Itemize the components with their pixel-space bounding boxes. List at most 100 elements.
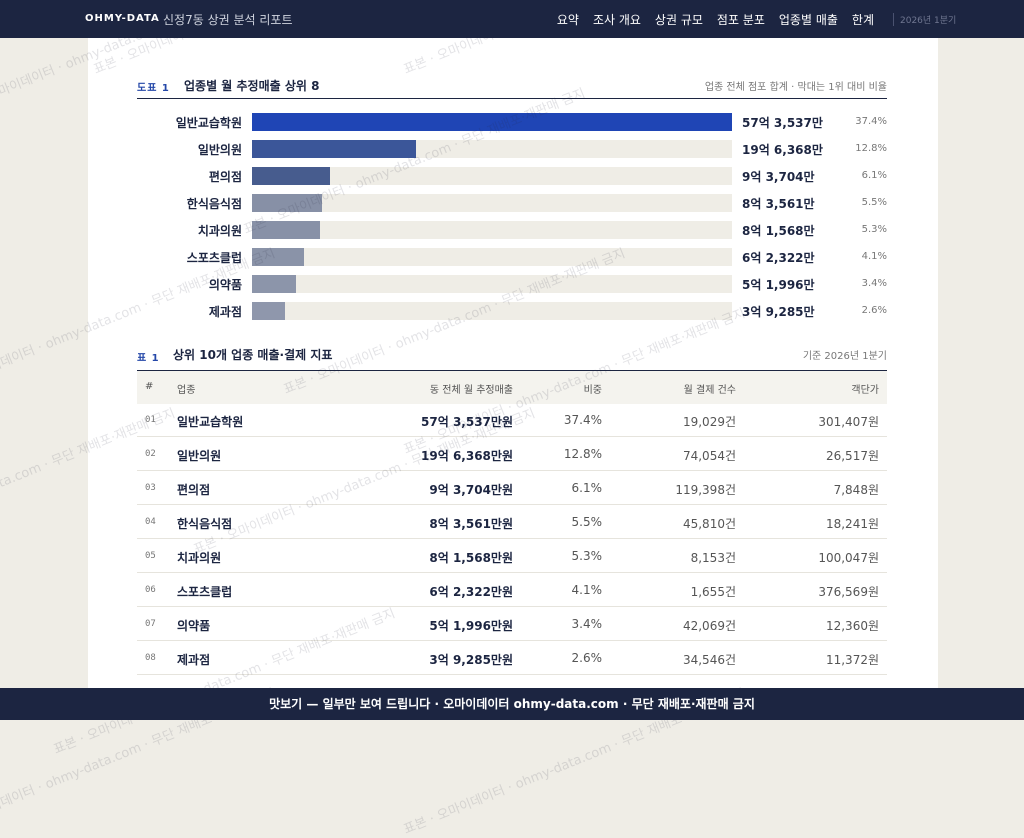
table-cell: 03: [145, 483, 156, 493]
table-cell: 1,655건: [690, 585, 736, 599]
bar-label: 일반교습학원: [175, 116, 242, 130]
value-label: 3억 9,285만: [742, 305, 815, 319]
value-label: 9억 3,704만: [742, 170, 815, 184]
table-cell: 8억 1,568만원: [429, 551, 513, 565]
table-cell: 06: [145, 585, 156, 595]
table-cell: 9억 3,704만원: [429, 483, 513, 497]
table-cell: 37.4%: [563, 413, 602, 427]
value-label: 57억 3,537만: [742, 116, 823, 130]
table-note: 기준 2026년 1분기: [802, 351, 887, 362]
nav-link[interactable]: 업종별 매출: [778, 13, 838, 27]
nav-link[interactable]: 조사 개요: [592, 13, 641, 27]
table-cell: 07: [145, 619, 156, 629]
table-cell: 2.6%: [571, 651, 603, 665]
bar: [252, 167, 331, 185]
value-label: 8억 1,568만: [742, 224, 815, 238]
table-cell: 100,047원: [818, 551, 879, 565]
column-header: 업종: [177, 385, 196, 396]
period: 2026년 1분기: [893, 13, 956, 26]
table-cell: 8억 3,561만원: [429, 517, 513, 531]
bar: [252, 140, 417, 158]
share-label: 5.5%: [861, 197, 887, 208]
bar-track: [252, 275, 732, 293]
table-cell: 376,569원: [818, 585, 879, 599]
table-cell: 스포츠클럽: [177, 585, 233, 599]
table-cell: 5.5%: [571, 515, 603, 529]
report-title: 신정7동 상권 분석 리포트: [163, 13, 293, 27]
table-cell: 45,810건: [682, 517, 736, 531]
bar-label: 일반의원: [197, 143, 242, 157]
table-cell: 01: [145, 415, 156, 425]
share-label: 5.3%: [861, 224, 887, 235]
table-cell: 치과의원: [177, 551, 222, 565]
bar-label: 치과의원: [197, 224, 242, 238]
column-header: #: [145, 381, 154, 392]
table-cell: 08: [145, 653, 156, 663]
table-cell: 119,398건: [675, 483, 736, 497]
share-label: 37.4%: [855, 116, 887, 127]
figure-number: 도표 1: [137, 83, 170, 94]
share-label: 2.6%: [861, 305, 887, 316]
bar: [252, 275, 296, 293]
bar-label: 편의점: [208, 170, 242, 184]
table-cell: 05: [145, 551, 156, 561]
value-label: 6억 2,322만: [742, 251, 815, 265]
table-cell: 12,360원: [825, 619, 879, 633]
table-cell: 3.4%: [571, 617, 603, 631]
bar-track: [252, 194, 732, 212]
nav-link[interactable]: 요약: [556, 13, 579, 27]
table-cell: 02: [145, 449, 156, 459]
nav: 요약 조사 개요 상권 규모 점포 분포 업종별 매출 한계: [543, 11, 874, 28]
table-cell: 19억 6,368만원: [421, 449, 513, 463]
bar: [252, 248, 305, 266]
table-cell: 34,546건: [682, 653, 736, 667]
row-rule: [137, 538, 887, 539]
table-cell: 11,372원: [825, 653, 879, 667]
table-cell: 제과점: [177, 653, 211, 667]
row-rule: [137, 436, 887, 437]
table-cell: 74,054건: [682, 449, 736, 463]
column-header: 동 전체 월 추정매출: [429, 385, 513, 396]
bar: [252, 113, 732, 131]
table-cell: 7,848원: [833, 483, 879, 497]
row-rule: [137, 606, 887, 607]
table-cell: 26,517원: [825, 449, 879, 463]
share-label: 6.1%: [861, 170, 887, 181]
nav-link[interactable]: 상권 규모: [654, 13, 703, 27]
value-label: 19억 6,368만: [742, 143, 823, 157]
nav-link[interactable]: 점포 분포: [716, 13, 765, 27]
table-cell: 57억 3,537만원: [421, 415, 513, 429]
table-cell: 3억 9,285만원: [429, 653, 513, 667]
row-rule: [137, 504, 887, 505]
table-cell: 18,241원: [825, 517, 879, 531]
column-header: 객단가: [851, 385, 879, 396]
bar: [252, 302, 285, 320]
figure-caption: 업종별 월 추정매출 상위 8: [184, 79, 320, 93]
row-rule: [137, 640, 887, 641]
bar-track: [252, 167, 732, 185]
share-label: 12.8%: [855, 143, 887, 154]
table-cell: 04: [145, 517, 156, 527]
figure-note: 업종 전체 점포 합계 · 막대는 1위 대비 비율: [704, 82, 887, 93]
bar: [252, 221, 321, 239]
column-header: 월 결제 건수: [683, 385, 736, 396]
table-cell: 5.3%: [571, 549, 603, 563]
nav-link[interactable]: 한계: [851, 13, 874, 27]
value-label: 8억 3,561만: [742, 197, 815, 211]
bar-label: 제과점: [208, 305, 242, 319]
table-caption: 상위 10개 업종 매출·결제 지표: [173, 348, 333, 362]
brand[interactable]: OHMY-DATA: [85, 13, 160, 24]
table-cell: 5억 1,996만원: [429, 619, 513, 633]
table-cell: 4.1%: [571, 583, 603, 597]
bar-label: 한식음식점: [186, 197, 242, 211]
value-label: 5억 1,996만: [742, 278, 815, 292]
share-label: 3.4%: [861, 278, 887, 289]
table-cell: 일반의원: [177, 449, 222, 463]
bar: [252, 194, 322, 212]
row-rule: [137, 470, 887, 471]
table-cell: 한식음식점: [177, 517, 233, 531]
footer: 맛보기 — 일부만 보여 드립니다 · 오마이데이터 ohmy-data.com…: [0, 688, 1024, 720]
bar-label: 스포츠클럽: [186, 251, 242, 265]
